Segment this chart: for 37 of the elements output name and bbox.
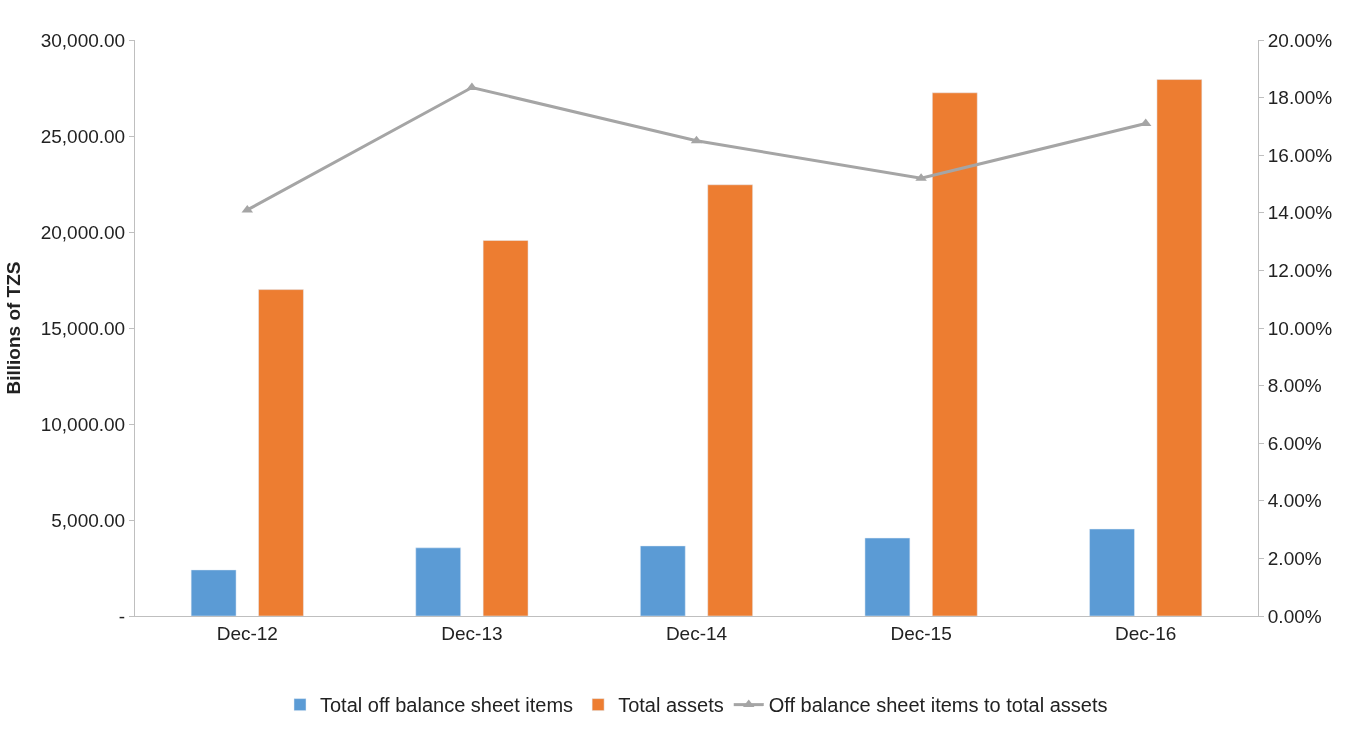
y2-tick-label: 8.00% [1267,375,1322,397]
y-tick-label: - [118,605,126,627]
x-tick-label: Dec-12 [216,622,278,644]
y-tick-label: 25,000.00 [40,125,126,147]
bar [482,240,529,616]
y-axis-title: Billions of TZS [2,261,24,395]
bar [415,547,461,616]
y2-tick-label: 16.00% [1267,144,1333,166]
y2-tick-label: 12.00% [1267,260,1333,282]
bar [258,289,304,616]
bar [1089,528,1135,616]
legend-label: Total assets [618,694,724,717]
y2-tick-label: 6.00% [1267,432,1322,454]
y2-tick-label: 10.00% [1267,317,1333,339]
legend-label: Off balance sheet items to total assets [768,694,1108,717]
y2-tick-label: 2.00% [1267,548,1322,570]
legend-label: Total off balance sheet items [320,694,574,717]
bar [932,92,978,616]
y-tick-label: 15,000.00 [40,317,126,339]
y2-tick-label: 14.00% [1267,202,1333,224]
bar [1156,79,1203,616]
y-tick-label: 20,000.00 [40,221,126,243]
y-tick-label: 5,000.00 [51,509,126,531]
y2-tick-label: 4.00% [1267,490,1322,512]
x-tick-label: Dec-14 [665,622,728,644]
y2-tick-label: 0.00% [1267,605,1322,627]
x-tick-label: Dec-13 [441,622,503,644]
bar [864,537,911,616]
y2-tick-label: 18.00% [1267,87,1333,109]
y-tick-label: 30,000.00 [40,29,126,51]
bar [640,545,686,616]
x-tick-label: Dec-15 [890,622,952,644]
y2-tick-label: 20.00% [1267,29,1333,51]
bar [707,184,753,616]
y-tick-label: 10,000.00 [40,413,126,435]
x-tick-label: Dec-16 [1115,622,1177,644]
bar [190,569,237,616]
